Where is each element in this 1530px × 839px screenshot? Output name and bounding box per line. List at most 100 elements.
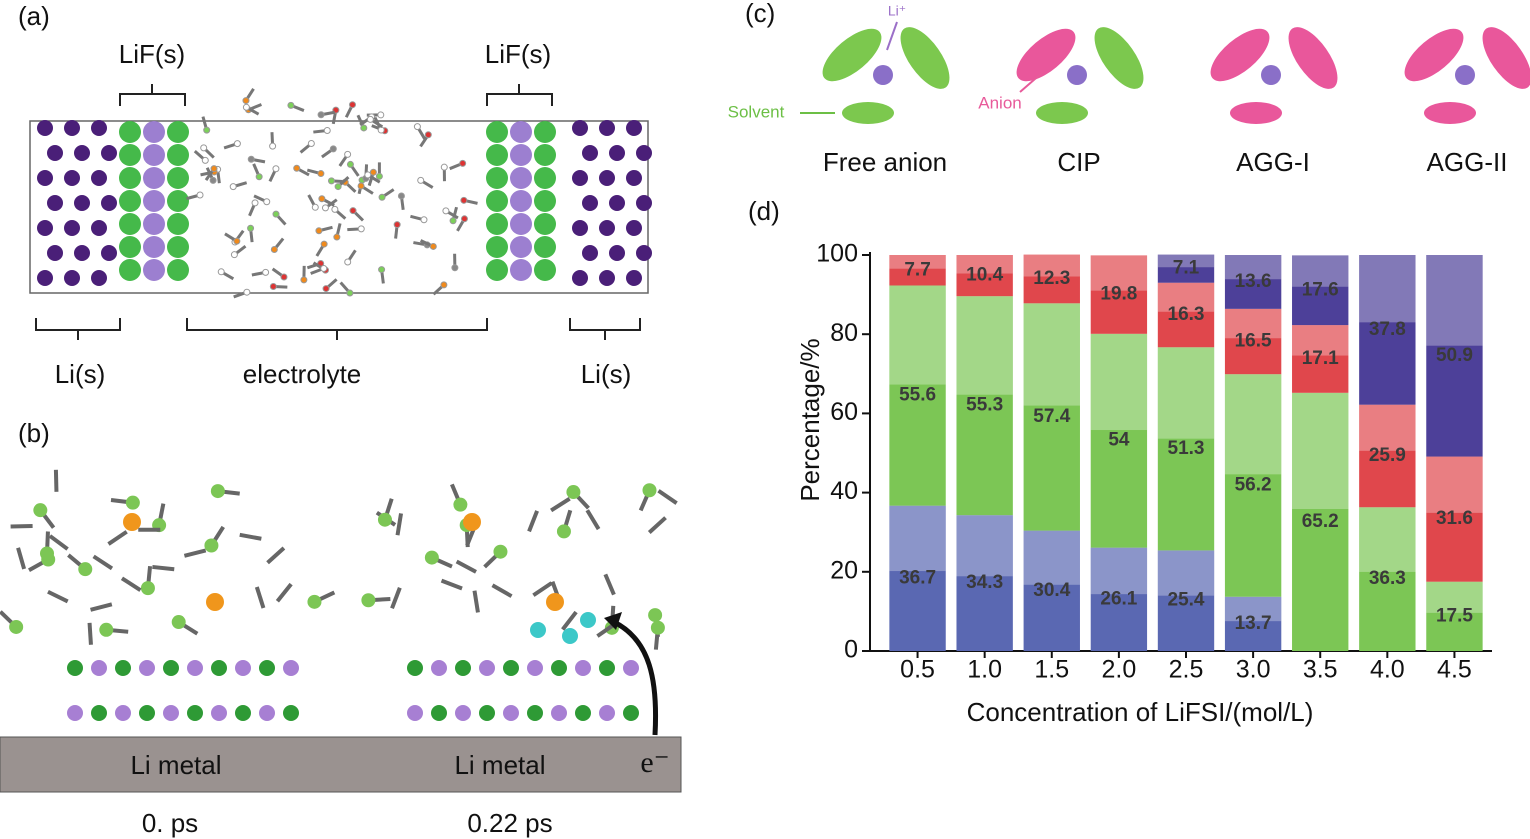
electrolyte-label: electrolyte [243, 359, 362, 389]
bar-segment [1224, 374, 1282, 597]
atom [311, 203, 319, 211]
atom [270, 245, 278, 253]
molecule [1036, 102, 1088, 124]
atom [534, 213, 556, 235]
atom [556, 524, 571, 539]
atom [119, 121, 141, 143]
bond [647, 516, 667, 534]
class-label: AGG-II [1427, 147, 1508, 177]
atom [64, 120, 80, 136]
bar-segment [1292, 392, 1349, 651]
atom [449, 217, 457, 225]
atom [413, 123, 421, 131]
class-label: Free anion [823, 147, 947, 177]
y-tick-label: 40 [830, 477, 858, 505]
bar-value-label: 57.4 [1033, 406, 1070, 427]
molecule [1016, 28, 1076, 82]
atom [167, 236, 189, 258]
molecule [1288, 27, 1338, 89]
chart: 0 20 40 60 80 100 0.5 36.7 55.6 7.7 1.0 34.3 55.3 10.… [816, 240, 1492, 684]
atom [74, 245, 90, 261]
bond [561, 610, 578, 631]
x-tick-label: 3.5 [1303, 656, 1338, 684]
atom [431, 705, 447, 721]
atom [510, 144, 532, 166]
atom [187, 705, 203, 721]
atom [211, 660, 227, 676]
atom [562, 628, 578, 644]
bar-value-label: 65.2 [1302, 511, 1339, 532]
atom [67, 660, 83, 676]
atom [167, 167, 189, 189]
bar-segment [1090, 547, 1148, 651]
atom [203, 126, 211, 134]
atom [463, 513, 481, 531]
bond [48, 534, 69, 551]
bar-segment [1224, 596, 1282, 651]
atom [37, 270, 53, 286]
molecule [1424, 102, 1476, 124]
bond [87, 622, 93, 645]
bar-shade [1090, 255, 1148, 291]
time-label: 0. ps [142, 808, 198, 838]
atom [230, 251, 238, 259]
atom [510, 259, 532, 281]
x-tick-label: 4.0 [1370, 656, 1405, 684]
atom [74, 195, 90, 211]
atom [247, 155, 255, 163]
y-axis-label: Percentage/% [795, 338, 825, 501]
atom [74, 145, 90, 161]
atom [510, 236, 532, 258]
bar-segment [1090, 255, 1148, 334]
bar-segment [889, 505, 946, 651]
bond [90, 602, 113, 612]
atom [235, 705, 251, 721]
atom [91, 170, 107, 186]
atom [37, 120, 53, 136]
bond [440, 578, 463, 591]
atom [209, 176, 217, 184]
pointer [886, 21, 898, 51]
atom [582, 195, 598, 211]
atom [486, 190, 508, 212]
atom [344, 258, 352, 266]
atom [196, 191, 204, 199]
bar-shade [1157, 347, 1215, 439]
atom [599, 660, 615, 676]
atom [37, 220, 53, 236]
bar-shade [1090, 547, 1148, 595]
atom [171, 615, 186, 630]
atom [346, 160, 354, 168]
atom [217, 268, 225, 276]
atom [417, 176, 425, 184]
atom [143, 121, 165, 143]
bond [275, 582, 293, 603]
bar-segment [889, 255, 946, 286]
bond [53, 469, 59, 492]
bar-segment [1224, 308, 1282, 375]
bar-segment [1157, 254, 1215, 283]
x-tick-label: 4.5 [1437, 656, 1472, 684]
bar-value-label: 55.6 [899, 385, 936, 406]
bracket [119, 84, 553, 106]
atom [47, 195, 63, 211]
bond [266, 546, 286, 565]
atom [139, 705, 155, 721]
electron-label: e⁻ [640, 746, 669, 779]
atom [572, 170, 588, 186]
bar-shade [1292, 392, 1349, 509]
bar-value-label: 17.1 [1302, 348, 1339, 369]
atom [143, 259, 165, 281]
atom [440, 281, 448, 289]
atom [575, 660, 591, 676]
bar-shade [1426, 255, 1483, 346]
bond [603, 573, 616, 596]
bar-segment [1359, 507, 1416, 651]
atom [486, 167, 508, 189]
atom [201, 156, 209, 164]
electron-arrow [612, 619, 659, 736]
bar-segment [1023, 530, 1080, 651]
atom [210, 165, 218, 173]
atom [360, 124, 368, 132]
bar-shade [1359, 404, 1416, 451]
